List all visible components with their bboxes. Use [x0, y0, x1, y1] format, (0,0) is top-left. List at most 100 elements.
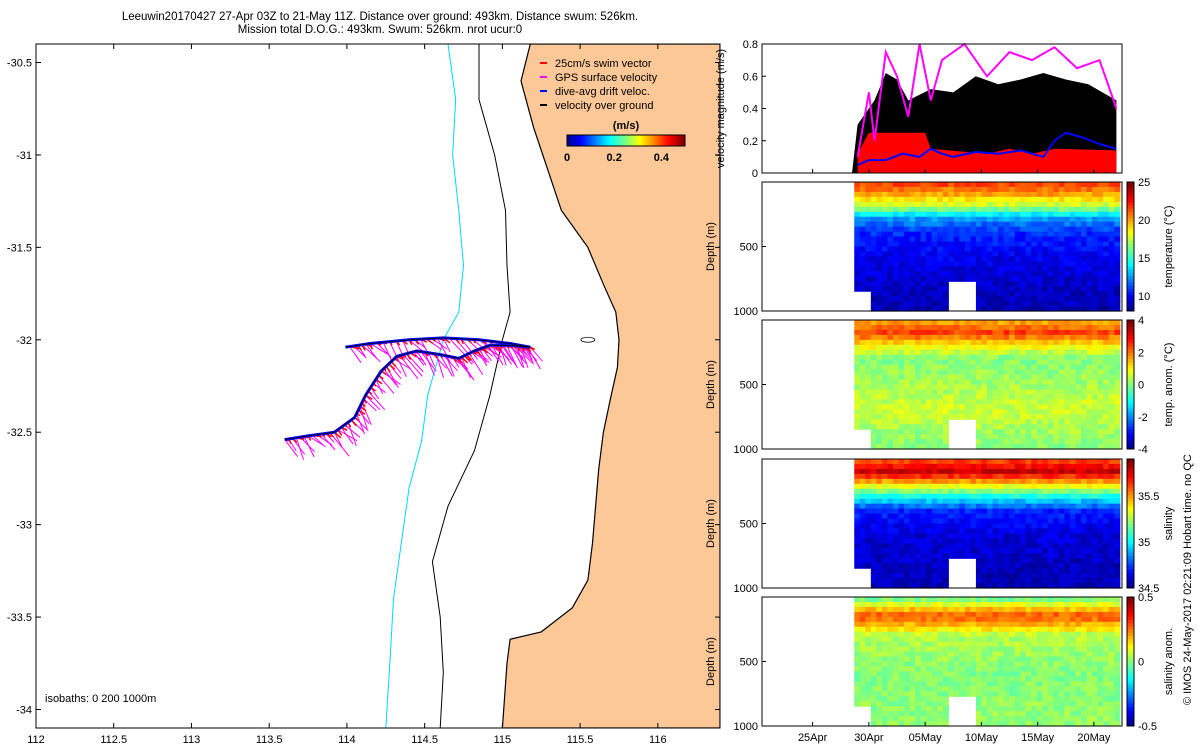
section-cell [1097, 329, 1104, 336]
section-cell [904, 573, 911, 579]
section-cell [1003, 621, 1010, 628]
section-cell [1069, 389, 1077, 396]
section-cell [1053, 528, 1060, 535]
section-cell [865, 666, 872, 673]
colorbar-cell [1127, 185, 1134, 189]
section-cell [915, 374, 922, 381]
section-cell [1081, 563, 1088, 569]
section-cell [1025, 597, 1032, 603]
section-cell [915, 226, 922, 233]
section-cell [859, 286, 866, 292]
section-cell [1036, 191, 1043, 198]
section-cell [953, 261, 960, 267]
section-cell [1097, 459, 1104, 465]
section-cell [931, 503, 938, 510]
section-cell [887, 513, 894, 520]
section-cell [1064, 349, 1071, 356]
section-cell [920, 329, 927, 336]
section-cell [1092, 463, 1099, 470]
section-cell [1103, 364, 1110, 371]
section-cell [898, 676, 905, 682]
section-cell [1003, 434, 1010, 440]
section-cell [854, 493, 861, 500]
section-cell [1092, 568, 1099, 574]
section-cell [1003, 182, 1010, 188]
section-cell [1020, 221, 1027, 228]
section-cell [1020, 349, 1027, 356]
colorbar-cell [657, 135, 660, 146]
section-cell [981, 296, 988, 302]
section-cell [1114, 226, 1121, 233]
section-cell [920, 301, 927, 307]
section-cell [975, 513, 983, 520]
section-cell [998, 691, 1005, 697]
section-cell [1081, 281, 1088, 287]
section-cell [937, 621, 944, 628]
section-cell [898, 389, 905, 396]
section-cell [1086, 286, 1093, 292]
section-cell [920, 721, 927, 727]
section-cell [948, 221, 955, 228]
section-cell [1053, 182, 1060, 188]
section-cell [1075, 354, 1082, 361]
section-cell [1003, 543, 1010, 549]
section-cell [953, 656, 960, 663]
section-cell [870, 369, 877, 376]
section-cell [1097, 201, 1104, 208]
section-cell [1031, 306, 1038, 312]
colorbar-cell [1127, 558, 1134, 563]
section-cell [887, 681, 894, 687]
section-cell [1114, 513, 1121, 520]
section-cell [1020, 656, 1027, 663]
x-tick-label: 114.5 [411, 734, 438, 746]
section-cell [887, 483, 894, 490]
section-cell [881, 473, 889, 480]
section-cell [1042, 389, 1049, 396]
section-cell [981, 266, 988, 272]
section-cell [953, 379, 960, 386]
section-cell [953, 681, 960, 687]
section-cell [959, 384, 966, 391]
section-cell [920, 419, 927, 425]
section-cell [865, 206, 872, 213]
section-cell [1014, 523, 1021, 530]
section-cell [865, 636, 872, 643]
section-cell [1042, 276, 1049, 282]
section-cell [1103, 384, 1110, 391]
section-cell [920, 716, 927, 722]
section-cell [876, 711, 883, 717]
section-cell [964, 666, 972, 673]
colorbar-cell [1127, 262, 1134, 267]
section-cell [892, 483, 900, 490]
section-cell [1103, 296, 1110, 302]
section-cell [870, 518, 877, 525]
section-cell [1036, 354, 1043, 361]
section-cell [1020, 483, 1027, 490]
section-cell [953, 384, 960, 391]
section-cell [915, 256, 922, 262]
section-cell [959, 414, 966, 420]
section-cell [970, 661, 977, 668]
section-cell [1009, 266, 1016, 272]
section-cell [959, 676, 966, 682]
section-cell [1114, 399, 1121, 405]
section-cell [920, 206, 927, 213]
section-cell [981, 681, 988, 687]
section-cell [937, 696, 944, 702]
section-cell [887, 606, 894, 613]
section-cell [1036, 320, 1043, 326]
section-cell [1069, 241, 1077, 248]
section-cell [998, 721, 1005, 727]
gps-vector [435, 353, 445, 378]
section-cell [998, 473, 1005, 480]
section-cell [931, 281, 938, 287]
section-cell [953, 324, 960, 331]
section-cell [909, 246, 916, 253]
section-cell [1081, 226, 1088, 233]
section-cell [870, 324, 877, 331]
section-cell [881, 459, 889, 465]
section-cell [1108, 473, 1115, 480]
section-cell [1020, 439, 1027, 445]
section-cell [1081, 359, 1088, 366]
section-cell [876, 493, 883, 500]
